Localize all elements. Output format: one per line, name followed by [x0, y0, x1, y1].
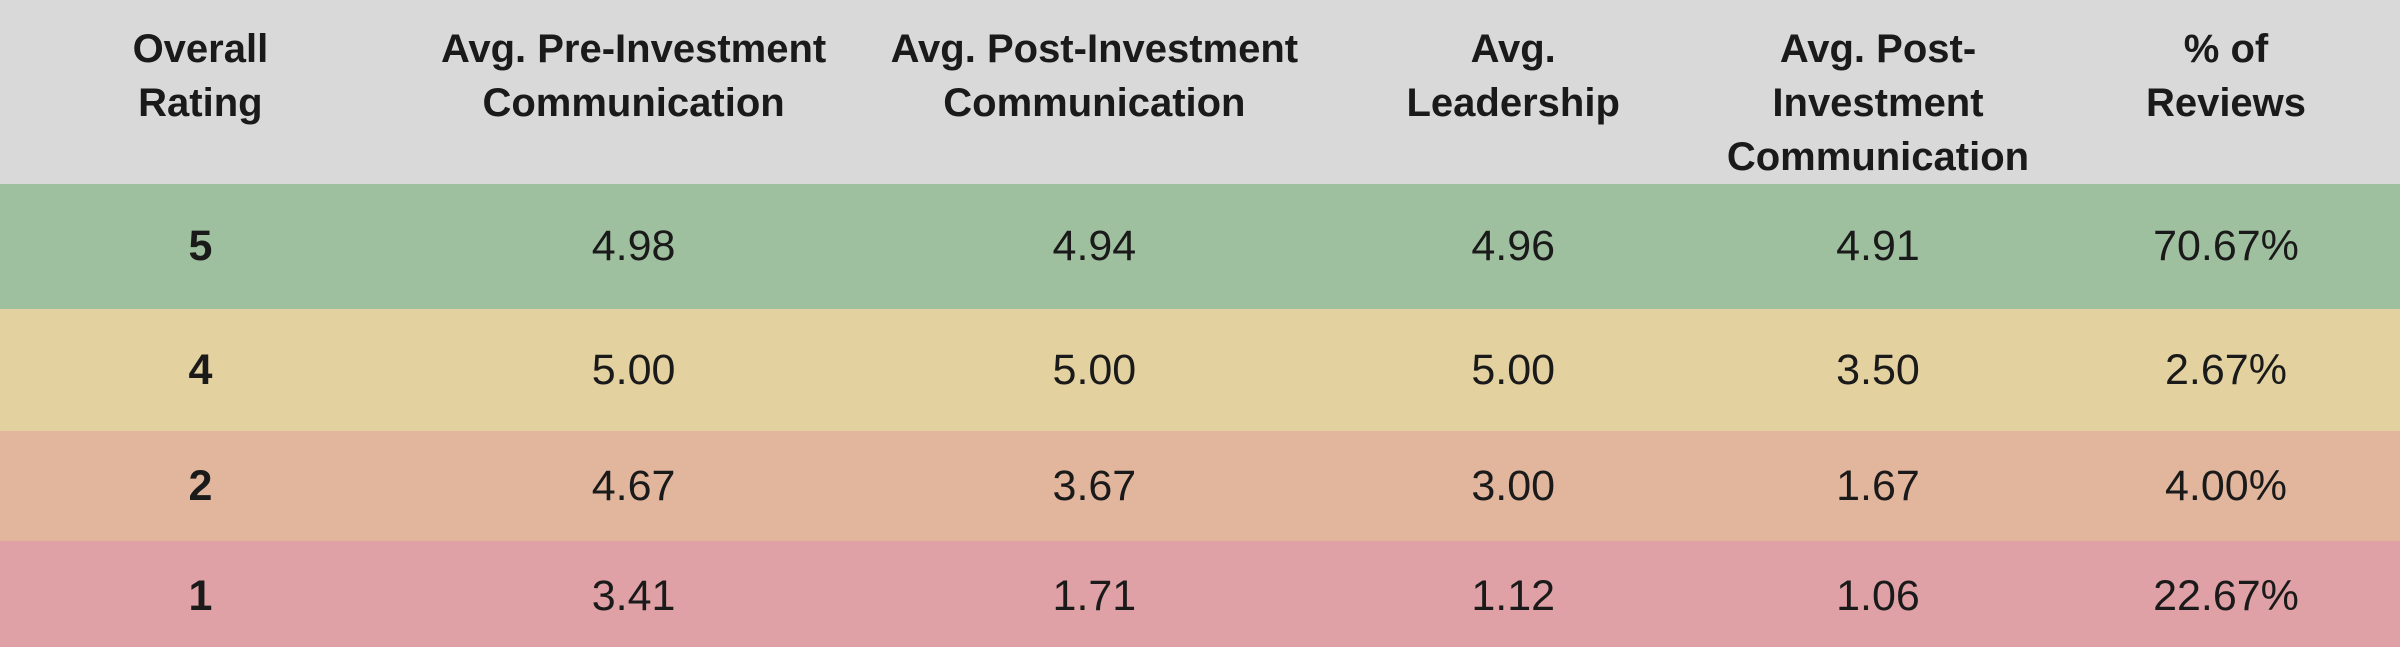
table-cell: 3.67	[1052, 461, 1137, 510]
header-line: Avg. Pre-Investment	[440, 27, 827, 71]
header-line: Communication	[482, 81, 785, 125]
header-line: % of	[2183, 27, 2269, 71]
table-cell: 3.41	[591, 571, 676, 620]
table-cell: 4.98	[591, 222, 676, 270]
overall-rating-cell: 5	[188, 222, 213, 270]
table-cell: 4.67	[591, 461, 676, 510]
col-header-pct-of-reviews: % of Reviews	[2052, 0, 2400, 184]
header-line: Rating	[138, 81, 263, 125]
table-cell: 4.91	[1836, 222, 1920, 270]
table-cell: 5.00	[1052, 345, 1137, 394]
header-row: Overall Rating Avg. Pre-Investment Commu…	[0, 0, 2400, 184]
table-row-rating-2: 2 4.67 3.67 3.00 1.67 4.00%	[0, 431, 2400, 541]
header-line: Avg. Post-Investment	[890, 27, 1299, 71]
overall-rating-cell: 1	[188, 571, 213, 620]
table-cell: 4.96	[1471, 222, 1556, 270]
header-line: Leadership	[1406, 81, 1620, 125]
header-line: Avg.	[1470, 27, 1556, 71]
pct-of-reviews-cell: 4.00%	[2165, 461, 2287, 510]
header-line: Communication	[1726, 135, 2030, 179]
col-header-avg-leadership: Avg. Leadership	[1322, 0, 1704, 184]
col-header-avg-post-investment-communication: Avg. Post-Investment Communication	[866, 0, 1322, 184]
table-row-rating-1: 1 3.41 1.71 1.12 1.06 22.67%	[0, 541, 2400, 647]
header-line: Overall	[132, 27, 269, 71]
overall-rating-cell: 2	[188, 461, 213, 510]
col-header-avg-post-investment-communication-2: Avg. Post-Investment Communication	[1704, 0, 2052, 184]
pct-of-reviews-cell: 70.67%	[2153, 222, 2299, 270]
overall-rating-cell: 4	[188, 345, 213, 394]
header-line: Avg. Post-Investment	[1772, 27, 1984, 125]
table-cell: 3.50	[1836, 345, 1920, 394]
col-header-avg-pre-investment-communication: Avg. Pre-Investment Communication	[401, 0, 867, 184]
header-line: Reviews	[2145, 81, 2307, 125]
table-row-rating-4: 4 5.00 5.00 5.00 3.50 2.67%	[0, 309, 2400, 431]
pct-of-reviews-cell: 22.67%	[2153, 571, 2299, 620]
table-cell: 1.06	[1836, 571, 1920, 620]
col-header-overall-rating: Overall Rating	[0, 0, 401, 184]
table-cell: 1.71	[1052, 571, 1137, 620]
table-cell: 3.00	[1471, 461, 1556, 510]
table-cell: 4.94	[1052, 222, 1137, 270]
table-row-rating-5: 5 4.98 4.94 4.96 4.91 70.67%	[0, 184, 2400, 309]
table-cell: 5.00	[591, 345, 676, 394]
pct-of-reviews-cell: 2.67%	[2165, 345, 2287, 394]
table-cell: 1.12	[1471, 571, 1556, 620]
table-cell: 5.00	[1471, 345, 1556, 394]
header-line: Communication	[943, 81, 1246, 125]
table-cell: 1.67	[1836, 461, 1920, 510]
